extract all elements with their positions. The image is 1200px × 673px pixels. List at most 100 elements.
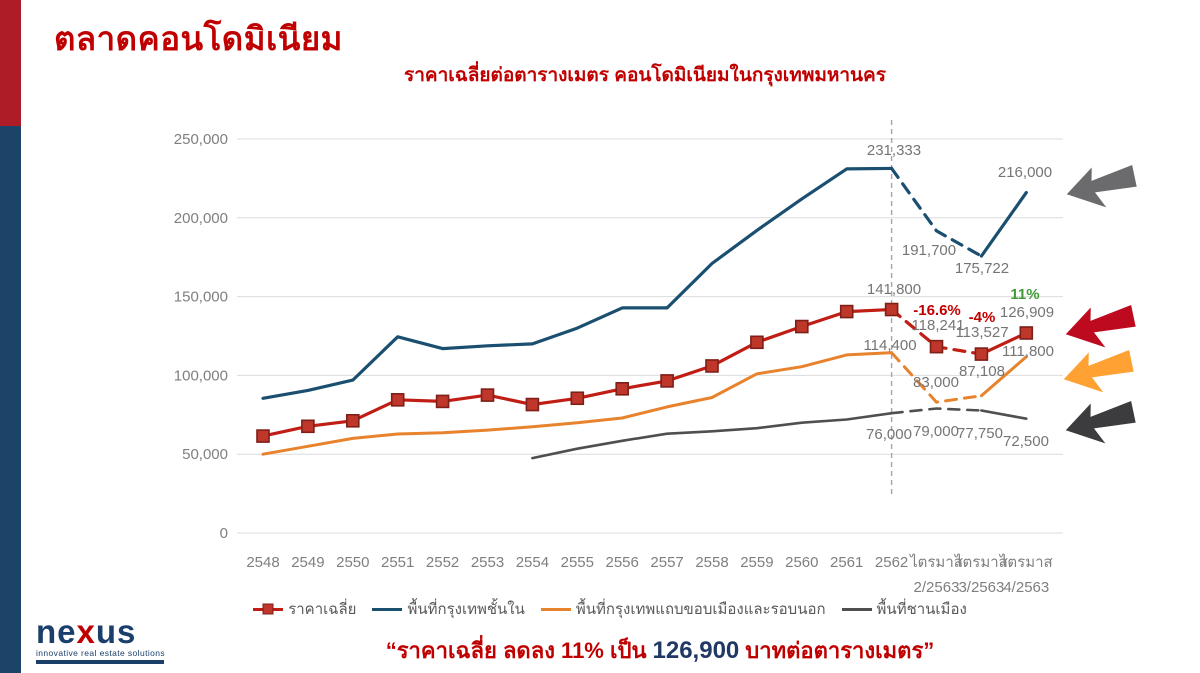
annotation-gray-label: 113,527 <box>955 324 1008 341</box>
legend-marker-square <box>262 603 274 615</box>
x-axis-tick: 2552 <box>426 554 459 571</box>
annotation-gray-label: 111,800 <box>1002 343 1054 360</box>
arrow-average-price <box>1065 305 1136 348</box>
legend-swatch-inner-bangkok <box>372 607 403 611</box>
annotation-green-label: 11% <box>1010 286 1039 303</box>
legend-label-average-price: ราคาเฉลี่ย <box>288 601 357 618</box>
annotation-gray-label: 79,000 <box>913 423 959 440</box>
data-point-average-price <box>435 394 450 409</box>
y-axis-tick: 250,000 <box>174 131 228 148</box>
series-line-suburb <box>890 407 983 415</box>
x-axis-tick: 2548 <box>246 554 279 571</box>
nexus-logo-wordmark: nexus <box>36 615 165 648</box>
logo-text-x: x <box>76 613 96 650</box>
x-axis-tick: 2559 <box>740 554 773 571</box>
x-axis-tick: 2556 <box>606 554 639 571</box>
annotation-gray-label: 72,500 <box>1003 433 1049 450</box>
annotation-gray-label: 87,108 <box>959 363 1005 380</box>
annotation-gray-label: 83,000 <box>913 374 959 391</box>
y-axis-tick: 0 <box>220 525 228 542</box>
legend-label-city-fringe-outskirts: พื้นที่กรุงเทพแถบขอบเมืองและรอบนอก <box>575 601 826 618</box>
summary-quote: “ราคาเฉลี่ย ลดลง 11% เป็น 126,900 บาทต่อตา… <box>140 633 1180 668</box>
legend-swatch-city-fringe-outskirts <box>540 607 571 611</box>
nexus-logo-tagline: innovative real estate solutions <box>36 648 166 659</box>
series-line-suburb <box>980 409 1028 420</box>
data-point-average-price <box>660 374 674 388</box>
legend-label-inner-bangkok: พื้นที่กรุงเทพชั้นใน <box>407 601 525 618</box>
legend-item-suburb: พื้นที่ชานเมือง <box>841 597 967 621</box>
data-point-average-price <box>570 391 585 406</box>
series-line-inner-bangkok <box>979 191 1028 258</box>
data-point-average-price <box>705 359 719 373</box>
x-axis-tick: 2557 <box>650 554 683 571</box>
logo-text-us: us <box>95 613 137 650</box>
data-point-average-price <box>480 388 495 402</box>
arrow-inner-bangkok <box>1066 165 1137 208</box>
annotation-gray-label: 141,800 <box>867 281 921 298</box>
sidebar-accent-red <box>0 0 21 126</box>
annotation-red-label: -16.6% <box>913 302 961 319</box>
x-axis-tick: 2558 <box>695 554 728 571</box>
x-axis-tick: 3/2563 <box>958 579 1004 596</box>
data-point-average-price <box>256 429 270 443</box>
annotation-gray-label: 118,241 <box>911 317 964 334</box>
series-line-suburb <box>531 411 893 460</box>
data-point-average-price <box>839 304 854 319</box>
data-point-average-price <box>1019 326 1034 340</box>
x-axis-tick: 2553 <box>471 554 504 571</box>
y-axis-tick: 100,000 <box>174 367 228 384</box>
legend-swatch-suburb <box>841 607 872 611</box>
x-axis-tick: 2561 <box>830 554 863 571</box>
logo-text-ne: ne <box>36 613 77 650</box>
quote-prefix: “ราคาเฉลี่ย ลดลง 11% เป็น <box>385 638 647 663</box>
quote-suffix: บาทต่อตารางเมตร” <box>745 638 935 663</box>
data-point-average-price <box>750 335 764 350</box>
data-point-average-price <box>390 393 405 407</box>
series-line-inner-bangkok <box>890 166 983 258</box>
x-axis-tick: ไตรมาส <box>909 553 963 571</box>
arrow-suburb <box>1065 401 1136 444</box>
series-line-inner-bangkok <box>261 166 894 400</box>
chart-legend: ราคาเฉลี่ย พื้นที่กรุงเทพชั้นใน พื้นที่กรุ… <box>180 597 1040 621</box>
series-line-city-fringe-outskirts <box>261 351 894 456</box>
arrow-city-fringe <box>1063 350 1134 393</box>
x-axis-tick: 2562 <box>875 554 908 571</box>
annotation-gray-label: 114,400 <box>863 337 916 354</box>
data-point-average-price <box>345 413 360 428</box>
data-point-average-price <box>974 347 989 361</box>
annotation-gray-label: 77,750 <box>957 425 1003 442</box>
chart-title: ราคาเฉลี่ยต่อตารางเมตร คอนโดมิเนียมในกรุ… <box>404 65 886 86</box>
annotation-gray-label: 191,700 <box>902 242 956 259</box>
x-axis-tick: 2555 <box>561 554 594 571</box>
legend-item-inner-bangkok: พื้นที่กรุงเทพชั้นใน <box>372 597 525 621</box>
legend-label-suburb: พื้นที่ชานเมือง <box>876 601 967 618</box>
y-axis-tick: 200,000 <box>174 210 228 227</box>
x-axis-tick: 2560 <box>785 554 818 571</box>
x-axis-tick: ไตรมาส <box>999 553 1053 571</box>
x-axis-tick: 2549 <box>291 554 324 571</box>
annotation-gray-label: 76,000 <box>866 426 912 443</box>
legend-item-city-fringe-outskirts: พื้นที่กรุงเทพแถบขอบเมืองและรอบนอก <box>540 597 826 621</box>
data-point-average-price <box>615 381 630 396</box>
x-axis-tick: 2550 <box>336 554 369 571</box>
data-point-average-price <box>794 319 809 334</box>
data-point-average-price <box>884 302 899 317</box>
quote-highlight-value: 126,900 <box>652 637 740 664</box>
series-line-city-fringe-outskirts <box>890 351 983 404</box>
x-axis-tick: 2/2563 <box>914 579 960 596</box>
y-axis-tick: 150,000 <box>174 289 228 306</box>
y-axis-tick: 50,000 <box>182 446 228 463</box>
legend-item-average-price: ราคาเฉลี่ย <box>253 597 356 621</box>
data-point-average-price <box>525 397 540 412</box>
legend-swatch-average-price <box>253 603 284 615</box>
sidebar-accent-navy <box>0 126 21 673</box>
data-point-average-price <box>929 339 944 354</box>
page-title: ตลาดคอนโดมิเนียม <box>54 20 343 57</box>
series-line-city-fringe-outskirts <box>979 355 1028 398</box>
x-axis-tick: 4/2563 <box>1003 579 1049 596</box>
x-axis-tick: ไตรมาส <box>954 553 1008 571</box>
x-axis-tick: 2551 <box>381 554 414 571</box>
annotation-gray-label: 216,000 <box>998 164 1052 181</box>
